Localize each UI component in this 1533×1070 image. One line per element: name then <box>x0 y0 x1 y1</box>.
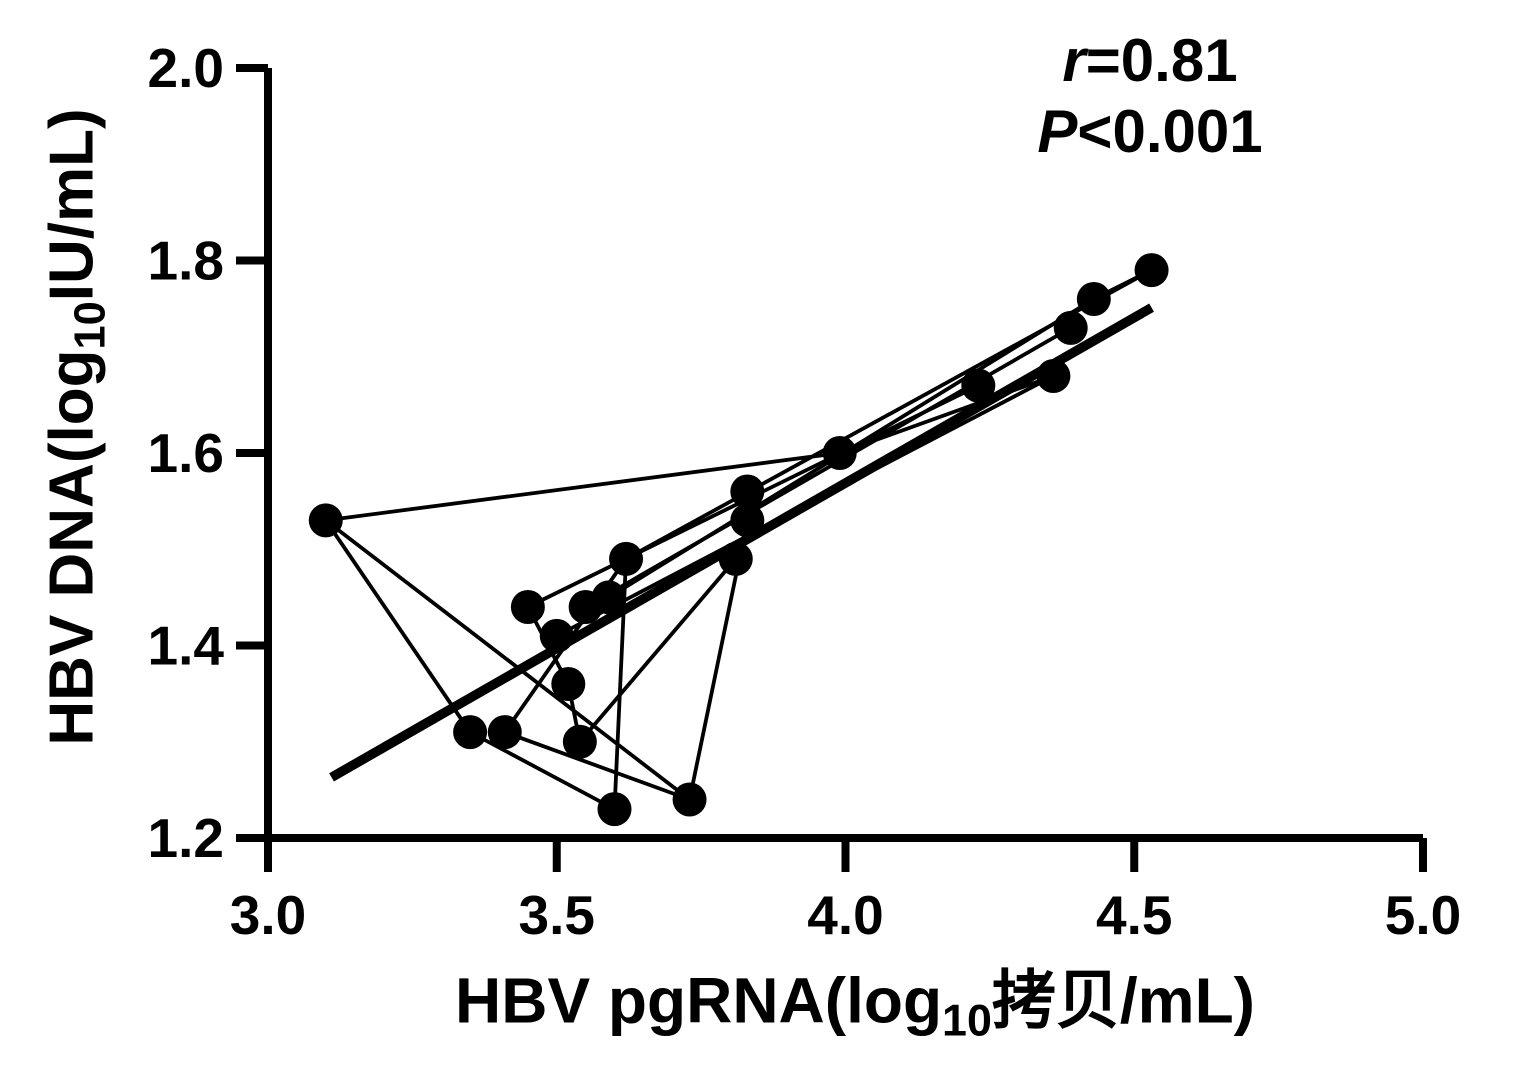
scatter-point <box>609 541 644 576</box>
connection-line <box>504 730 691 802</box>
fit-line <box>329 303 1154 782</box>
x-tick-label: 5.0 <box>1385 884 1461 946</box>
y-tick-label: 2.0 <box>148 37 224 99</box>
p-value: <0.001 <box>1077 97 1263 165</box>
connection-line <box>325 451 840 523</box>
r-symbol: r <box>1062 27 1086 94</box>
scatter-point <box>718 541 753 576</box>
connection-line <box>324 518 691 802</box>
scatter-point <box>562 724 597 759</box>
y-axis-label-suffix: IU/mL) <box>37 108 107 302</box>
x-tick-label: 3.0 <box>230 884 306 946</box>
x-axis-label: HBV pgRNA(log10拷贝/mL) <box>455 950 1255 1047</box>
scatter-point <box>510 590 545 624</box>
x-axis-label-suffix: 拷贝/mL) <box>991 964 1255 1037</box>
connection-line <box>324 519 472 734</box>
scatter-point <box>1053 310 1088 345</box>
r-value-line: r=0.81 <box>1037 26 1262 97</box>
scatter-point <box>453 715 488 750</box>
scatter-point <box>487 715 522 750</box>
scatter-point <box>308 503 343 538</box>
x-axis-label-prefix: HBV pgRNA(log <box>455 964 943 1037</box>
y-tick-label: 1.2 <box>148 807 224 869</box>
y-tick-label: 1.6 <box>148 422 224 484</box>
x-axis-label-subscript: 10 <box>942 995 992 1046</box>
scatter-point <box>1134 253 1169 288</box>
r-value: =0.81 <box>1085 27 1238 94</box>
scatter-point <box>1076 282 1111 316</box>
scatter-point <box>730 503 765 538</box>
p-symbol: P <box>1037 97 1078 165</box>
correlation-annotation: r=0.81 P<0.001 <box>1037 26 1262 168</box>
scatter-point <box>591 580 626 615</box>
scatter-point <box>1036 359 1071 393</box>
scatter-point <box>672 782 707 817</box>
x-tick-label: 3.5 <box>519 884 595 946</box>
p-value-line: P<0.001 <box>1037 97 1262 168</box>
y-tick-label: 1.4 <box>148 615 225 677</box>
y-tick-label: 1.8 <box>148 230 224 292</box>
y-axis-label-subscript: 10 <box>66 301 115 350</box>
scatter-point <box>730 474 765 509</box>
y-axis-label-prefix: HBV DNA(log <box>37 349 107 746</box>
connection-line <box>578 557 738 743</box>
x-tick-label: 4.5 <box>1096 884 1172 946</box>
y-axis-label: HBV DNA(log10IU/mL) <box>36 108 115 745</box>
scatter-point <box>961 368 996 403</box>
scatter-point <box>822 436 857 470</box>
x-tick-label: 4.0 <box>807 884 883 946</box>
scatter-point <box>597 792 632 827</box>
scatter-point <box>539 618 574 653</box>
scatter-point <box>551 667 586 701</box>
